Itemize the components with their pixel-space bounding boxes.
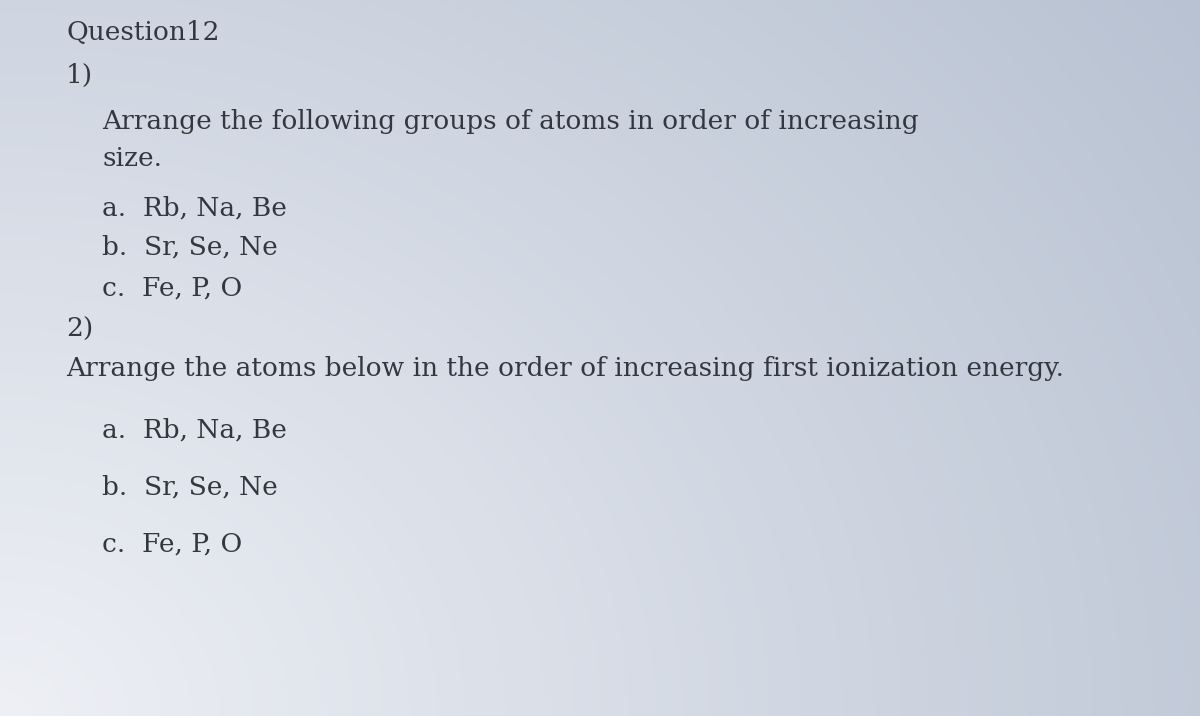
Text: 1): 1) [66, 63, 94, 87]
Text: a.  Rb, Na, Be: a. Rb, Na, Be [102, 195, 287, 220]
Text: Arrange the atoms below in the order of increasing first ionization energy.: Arrange the atoms below in the order of … [66, 357, 1064, 381]
Text: 2): 2) [66, 317, 94, 342]
Text: size.: size. [102, 147, 162, 171]
Text: c.  Fe, P, O: c. Fe, P, O [102, 532, 242, 556]
Text: b.  Sr, Se, Ne: b. Sr, Se, Ne [102, 235, 277, 259]
Text: b.  Sr, Se, Ne: b. Sr, Se, Ne [102, 475, 277, 499]
Text: a.  Rb, Na, Be: a. Rb, Na, Be [102, 417, 287, 442]
Text: Arrange the following groups of atoms in order of increasing: Arrange the following groups of atoms in… [102, 110, 919, 134]
Text: Question12: Question12 [66, 20, 220, 44]
Text: c.  Fe, P, O: c. Fe, P, O [102, 276, 242, 300]
